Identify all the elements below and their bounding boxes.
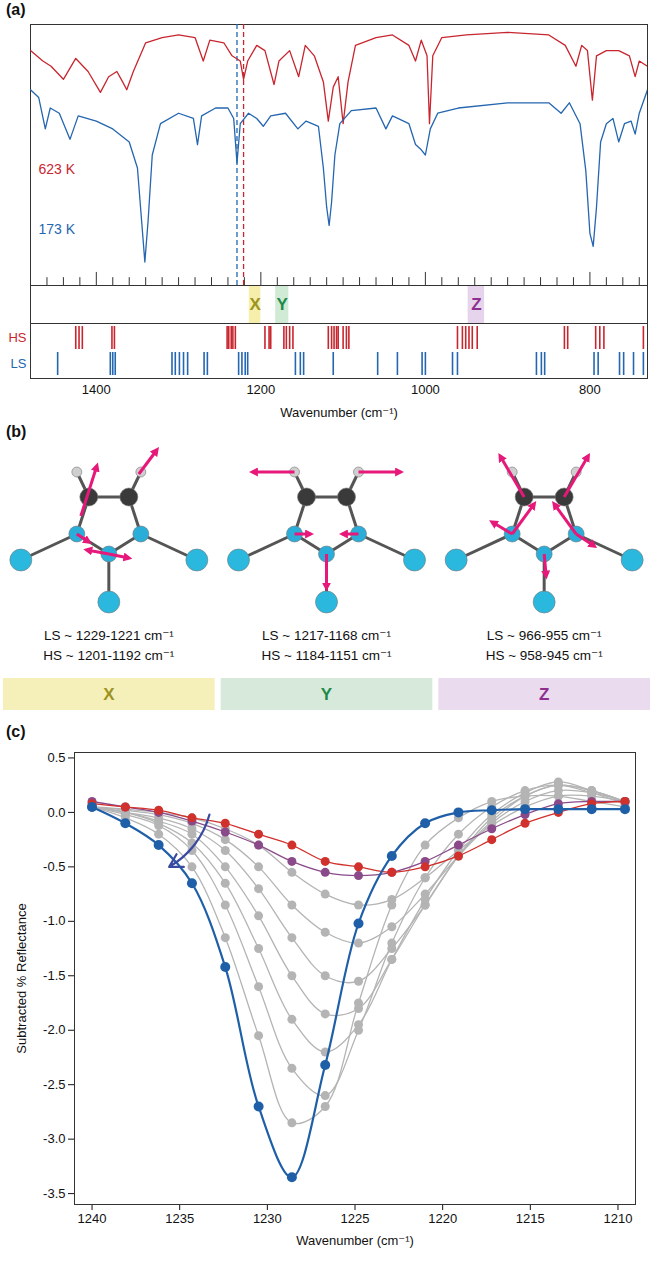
svg-text:-3.0: -3.0 bbox=[43, 1131, 65, 1146]
svg-text:-2.0: -2.0 bbox=[43, 1022, 65, 1037]
svg-text:623 K: 623 K bbox=[39, 161, 76, 177]
svg-text:LS ~ 1229-1221 cm⁻¹: LS ~ 1229-1221 cm⁻¹ bbox=[44, 628, 174, 643]
svg-text:LS ~ 1217-1168 cm⁻¹: LS ~ 1217-1168 cm⁻¹ bbox=[262, 628, 391, 643]
svg-text:0.5: 0.5 bbox=[47, 750, 65, 765]
svg-text:Wavenumber (cm⁻¹): Wavenumber (cm⁻¹) bbox=[280, 405, 398, 420]
svg-text:Subtracted % Reflectance: Subtracted % Reflectance bbox=[14, 903, 29, 1053]
svg-text:-1.0: -1.0 bbox=[43, 913, 65, 928]
svg-text:1230: 1230 bbox=[253, 1211, 282, 1226]
svg-text:HS ~ 1184-1151 cm⁻¹: HS ~ 1184-1151 cm⁻¹ bbox=[261, 648, 392, 663]
svg-text:1240: 1240 bbox=[78, 1211, 107, 1226]
svg-text:HS: HS bbox=[8, 330, 26, 345]
svg-text:1215: 1215 bbox=[516, 1211, 545, 1226]
html-text:(b): (b) bbox=[6, 423, 27, 440]
svg-text:800: 800 bbox=[579, 382, 601, 397]
svg-text:1210: 1210 bbox=[604, 1211, 633, 1226]
svg-text:LS: LS bbox=[11, 356, 27, 371]
svg-text:1225: 1225 bbox=[341, 1211, 370, 1226]
svg-text:1235: 1235 bbox=[165, 1211, 194, 1226]
svg-text:Y: Y bbox=[321, 685, 333, 704]
svg-text:X: X bbox=[249, 295, 261, 314]
svg-text:-3.5: -3.5 bbox=[43, 1186, 65, 1201]
svg-text:1000: 1000 bbox=[411, 382, 440, 397]
svg-text:Y: Y bbox=[277, 295, 289, 314]
svg-text:HS ~ 1201-1192 cm⁻¹: HS ~ 1201-1192 cm⁻¹ bbox=[43, 648, 175, 663]
svg-text:LS ~ 966-955 cm⁻¹: LS ~ 966-955 cm⁻¹ bbox=[487, 628, 602, 643]
svg-text:1220: 1220 bbox=[428, 1211, 457, 1226]
html-text:(a): (a) bbox=[6, 1, 26, 18]
svg-text:-0.5: -0.5 bbox=[43, 859, 65, 874]
svg-text:1200: 1200 bbox=[246, 382, 275, 397]
svg-text:173 K: 173 K bbox=[39, 221, 76, 237]
svg-text:X: X bbox=[103, 685, 115, 704]
svg-text:Z: Z bbox=[539, 685, 549, 704]
svg-text:HS ~ 958-945 cm⁻¹: HS ~ 958-945 cm⁻¹ bbox=[486, 648, 604, 663]
svg-text:-1.5: -1.5 bbox=[43, 968, 65, 983]
svg-text:1400: 1400 bbox=[82, 382, 111, 397]
html-text:(c): (c) bbox=[6, 723, 26, 740]
svg-text:Wavenumber (cm⁻¹): Wavenumber (cm⁻¹) bbox=[296, 1233, 414, 1248]
svg-text:0.0: 0.0 bbox=[47, 805, 65, 820]
svg-text:-2.5: -2.5 bbox=[43, 1077, 65, 1092]
svg-text:Z: Z bbox=[471, 295, 481, 314]
